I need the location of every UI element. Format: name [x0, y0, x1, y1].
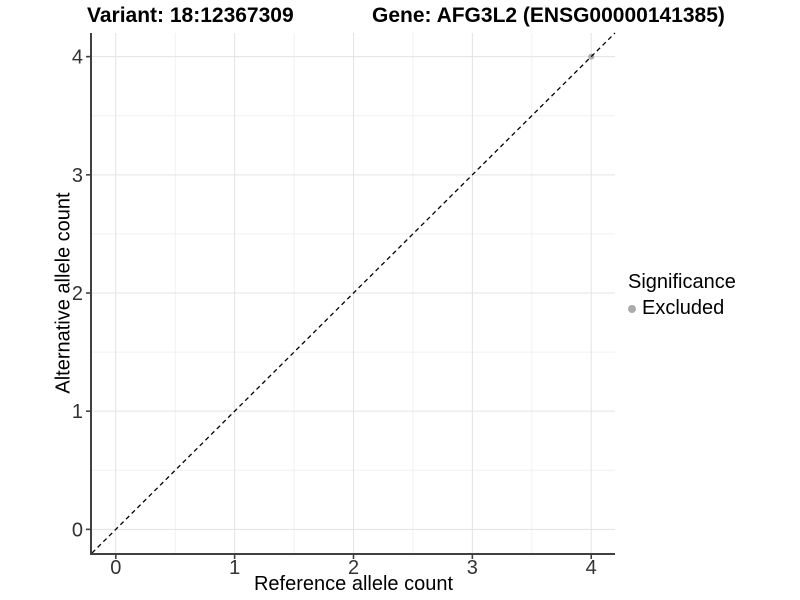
x-tick-label: 0 [110, 557, 121, 579]
plot-title-gene: Gene: AFG3L2 (ENSG00000141385) [372, 4, 725, 27]
legend-title: Significance [628, 271, 736, 293]
x-tick-label: 2 [348, 557, 359, 579]
plot-title-variant: Variant: 18:12367309 [87, 4, 294, 27]
y-axis-title: Alternative allele count [52, 192, 75, 394]
y-tick-label: 1 [72, 401, 83, 423]
x-tick-label: 1 [229, 557, 240, 579]
excluded-dot-icon [628, 304, 636, 313]
x-tick-label: 3 [467, 557, 478, 579]
y-tick-label: 0 [72, 519, 83, 541]
legend-item-label: Excluded [642, 297, 725, 319]
legend: Significance Excluded [628, 271, 736, 320]
y-tick-label: 2 [72, 283, 83, 305]
x-axis-title: Reference allele count [253, 573, 453, 595]
y-tick-label: 3 [72, 165, 83, 187]
legend-item-excluded: Excluded [628, 297, 736, 320]
y-tick-label: 4 [72, 47, 83, 69]
x-tick-label: 4 [586, 557, 597, 579]
identity-line [91, 32, 616, 554]
